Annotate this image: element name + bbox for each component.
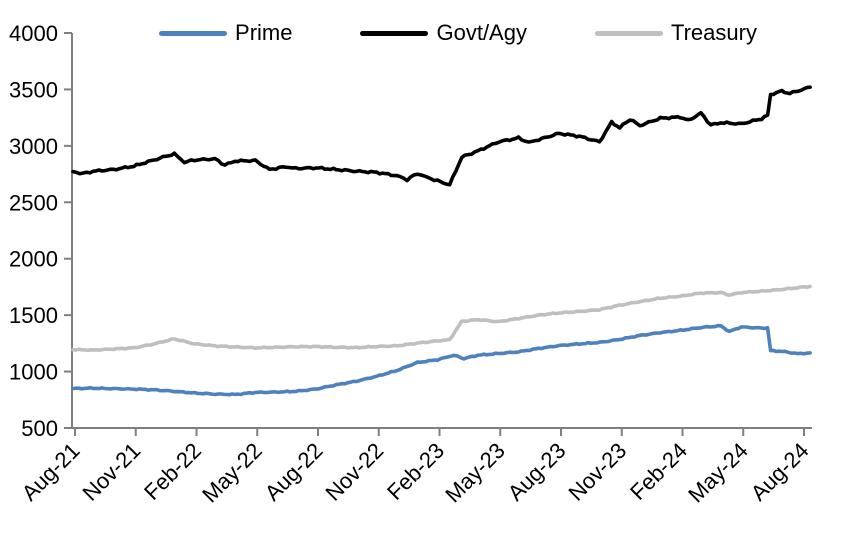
x-tick-label: May-23 [440, 438, 510, 508]
x-tick-label: Aug-24 [746, 438, 814, 506]
y-tick-label: 2000 [9, 247, 58, 272]
legend-label-treasury: Treasury [670, 20, 757, 45]
treasury-line-swatch [594, 30, 663, 36]
y-tick-label: 3500 [9, 77, 58, 102]
prime-line-swatch [159, 30, 228, 36]
y-tick-label: 3000 [9, 134, 58, 159]
x-tick-label: Aug-21 [17, 438, 85, 506]
x-tick-label: May-24 [683, 438, 753, 508]
series-line-prime [71, 323, 812, 397]
y-tick-label: 1500 [9, 303, 58, 328]
y-tick-label: 2500 [9, 190, 58, 215]
x-tick-label: May-22 [197, 438, 267, 508]
legend: Prime Govt/Agy Treasury [32, 20, 852, 46]
series-line-govt-agy [71, 85, 812, 187]
x-tick-label: Feb-24 [625, 438, 692, 505]
x-tick-label: Nov-22 [320, 438, 388, 506]
legend-item-prime: Prime [159, 22, 292, 44]
y-tick-label: 4000 [9, 21, 58, 46]
x-tick-label: Nov-23 [563, 438, 631, 506]
series-line-treasury [71, 284, 812, 353]
x-tick-label: Aug-23 [503, 438, 571, 506]
legend-item-treasury: Treasury [594, 20, 757, 45]
x-tick-label: Feb-22 [139, 438, 206, 505]
y-tick-label: 500 [21, 416, 58, 441]
legend-label-prime: Prime [235, 20, 293, 45]
legend-label-govt-agy: Govt/Agy [436, 20, 527, 45]
legend-item-govt-agy: Govt/Agy [360, 20, 527, 45]
x-tick-label: Nov-21 [77, 438, 145, 506]
govt-agy-line-swatch [360, 30, 429, 36]
y-tick-label: 1000 [9, 360, 58, 385]
x-tick-label: Feb-23 [382, 438, 449, 505]
x-tick-label: Aug-22 [260, 438, 328, 506]
